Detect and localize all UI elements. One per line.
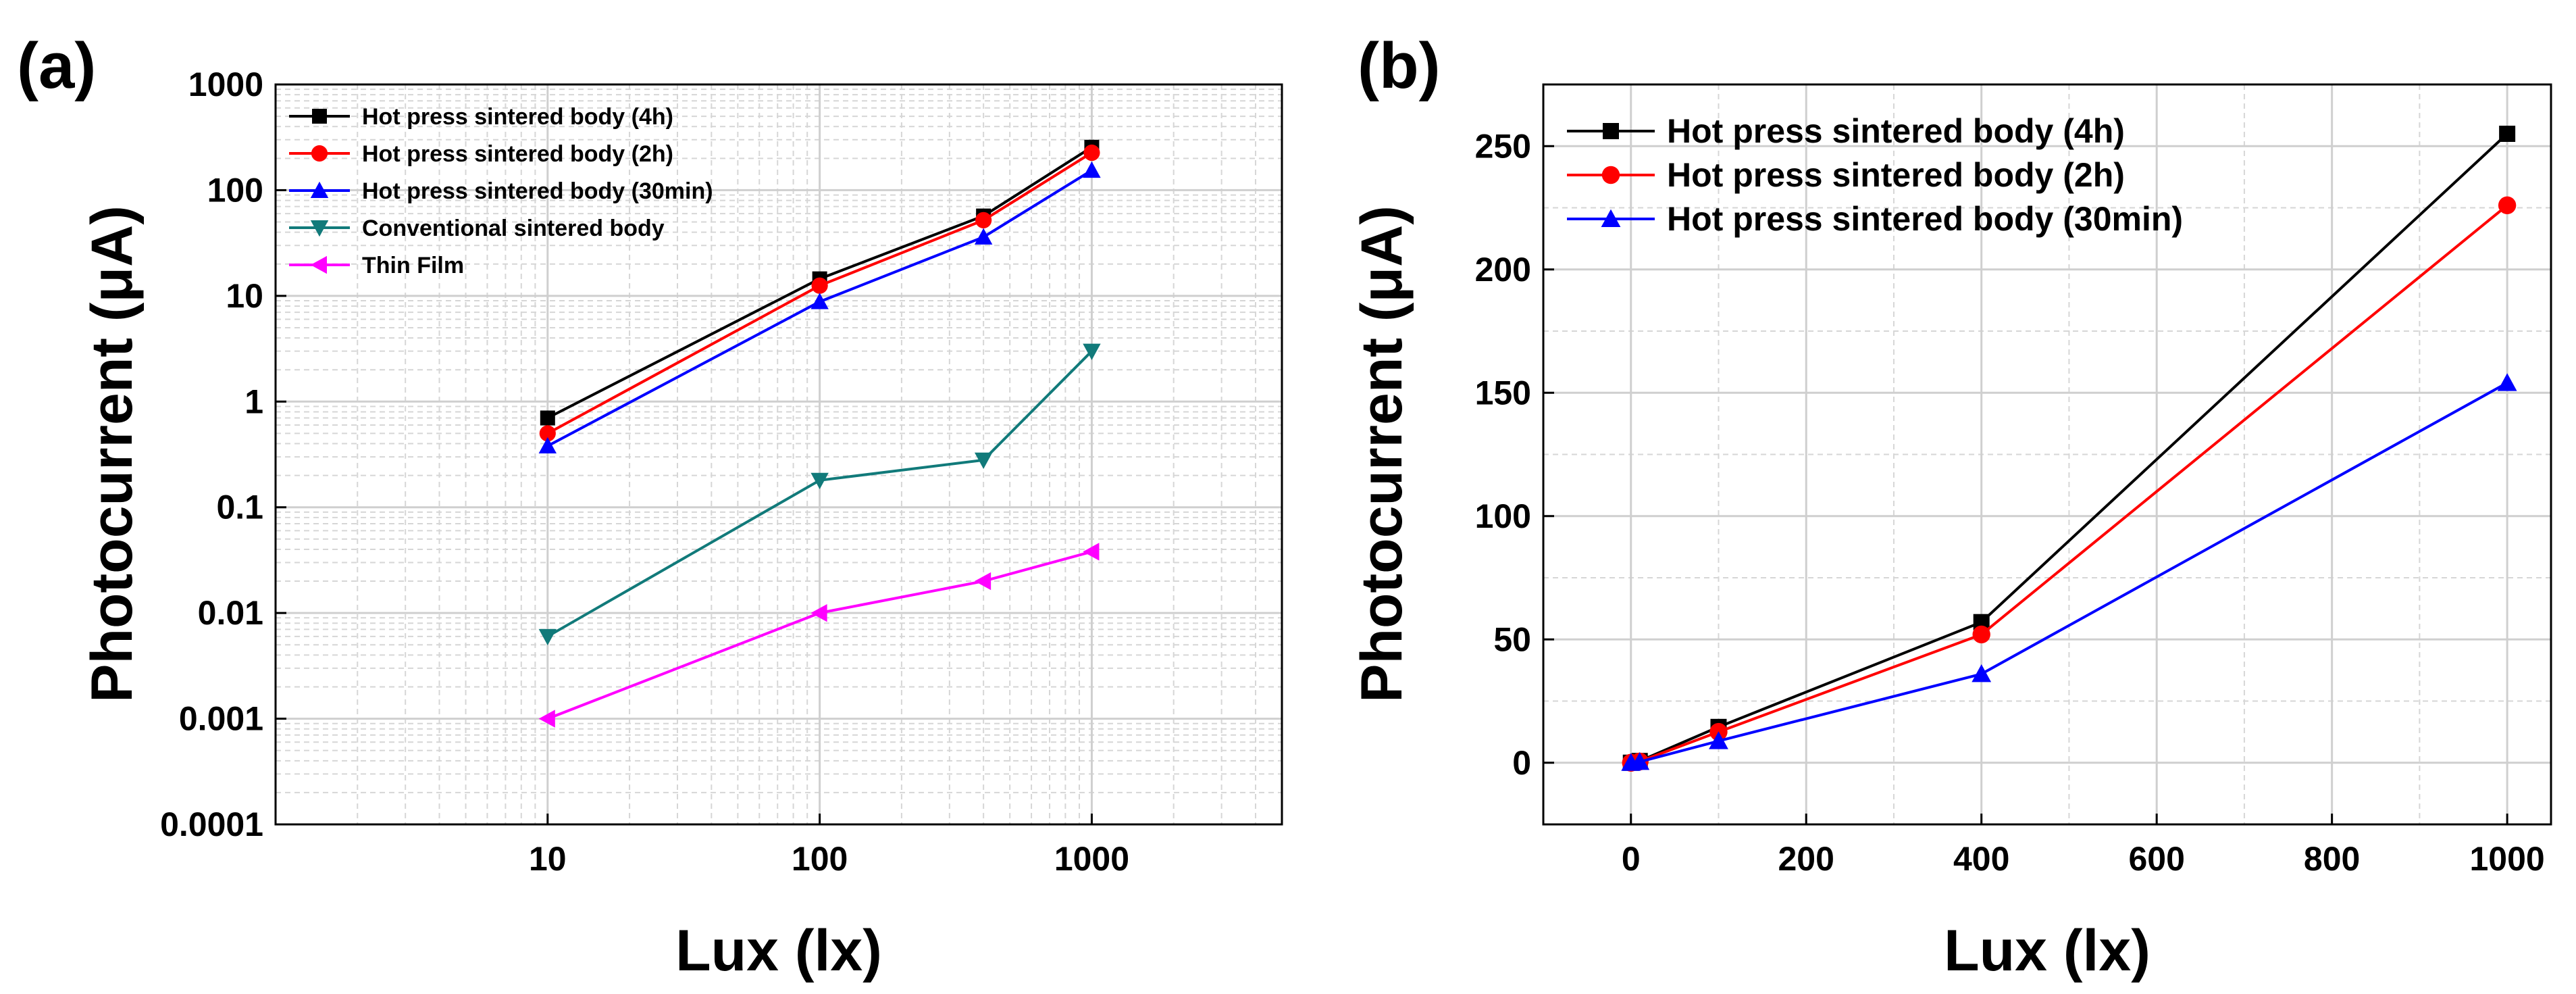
data-point — [810, 472, 829, 489]
panel-b-ticks: 0 50 100 150 200 250 0 200 400 600 800 1000 — [1475, 127, 2545, 878]
data-point — [2499, 126, 2516, 142]
panel-a-legend: Hot press sintered body (4h) Hot press si… — [289, 104, 713, 278]
data-point — [538, 628, 557, 646]
panel-b-y-axis-title: Photocurrent (μA) — [1349, 205, 1414, 703]
y-tick-label: 0 — [1512, 744, 1531, 782]
data-point — [1630, 751, 1650, 770]
data-point — [974, 572, 991, 591]
y-tick-label: 200 — [1475, 251, 1531, 289]
y-tick-label: 50 — [1493, 620, 1531, 658]
data-point — [974, 228, 993, 245]
data-point — [811, 277, 828, 294]
x-tick-label: 1000 — [2470, 840, 2545, 878]
legend-label: Hot press sintered body (4h) — [362, 104, 673, 130]
legend-entry: Hot press sintered body (30min) — [1567, 200, 2183, 238]
x-tick-label: 1000 — [1054, 840, 1129, 878]
x-tick-label: 400 — [1953, 840, 2009, 878]
y-tick-label: 100 — [207, 171, 263, 209]
x-tick-label: 100 — [792, 840, 848, 878]
legend-entry: Thin Film — [289, 253, 464, 278]
y-tick-label: 1 — [244, 382, 263, 420]
series-hot-press-sintered-body-30min — [1621, 373, 2517, 771]
panel-b-series — [1621, 126, 2517, 772]
data-point — [538, 710, 555, 728]
series-line — [546, 146, 1093, 420]
panel-a-plot-frame — [274, 83, 1283, 826]
series-hot-press-sintered-body-30min — [538, 161, 1101, 454]
legend-entry: Conventional sintered body — [289, 216, 665, 241]
data-point — [974, 452, 993, 469]
y-tick-label: 150 — [1475, 374, 1531, 412]
y-tick-label: 0.0001 — [160, 805, 263, 843]
legend-marker — [312, 109, 327, 124]
data-point — [975, 212, 992, 228]
y-tick-label: 0.1 — [216, 489, 263, 526]
x-tick-label: 200 — [1778, 840, 1834, 878]
series-hot-press-sintered-body-2h — [539, 144, 1100, 442]
panel-a-label: (a) — [17, 30, 96, 102]
y-tick-label: 0.01 — [198, 594, 263, 632]
legend-marker — [1601, 209, 1621, 227]
y-tick-label: 1000 — [188, 66, 263, 103]
panel-b-grid — [1543, 84, 2551, 824]
legend-label: Hot press sintered body (30min) — [1667, 200, 2183, 238]
legend-label: Hot press sintered body (2h) — [362, 141, 673, 167]
legend-label: Hot press sintered body (30min) — [362, 178, 713, 204]
legend-label: Conventional sintered body — [362, 216, 665, 241]
x-tick-label: 10 — [529, 840, 567, 878]
data-point — [1083, 144, 1100, 161]
legend-label: Thin Film — [362, 253, 464, 278]
data-point — [1083, 343, 1101, 360]
data-point — [1083, 543, 1100, 561]
data-point — [810, 293, 829, 309]
panel-b-plot-frame — [1542, 83, 2552, 826]
series-line — [546, 350, 1093, 638]
data-point — [540, 410, 555, 426]
data-point — [1083, 161, 1101, 178]
legend-label: Hot press sintered body (4h) — [1667, 112, 2125, 150]
legend-entry: Hot press sintered body (2h) — [1567, 156, 2125, 194]
series-conventional-sintered-body — [538, 343, 1101, 646]
legend-marker — [310, 181, 329, 198]
panel-a-log-chart: (a) 0.0001 0.001 0.01 0.1 1 10 100 1000 10 100 100… — [17, 30, 1283, 983]
y-tick-label: 10 — [226, 277, 263, 315]
series-thin-film — [538, 543, 1100, 728]
panel-b-linear-chart: (b) 0 50 100 150 200 250 0 200 400 600 800 1000 Hot… — [1349, 30, 2552, 983]
legend-marker — [1601, 166, 1620, 184]
x-tick-label: 600 — [2128, 840, 2184, 878]
legend-marker — [1603, 123, 1619, 139]
series-line — [546, 151, 1093, 435]
data-point — [2497, 373, 2517, 391]
panel-a-ticks: 0.0001 0.001 0.01 0.1 1 10 100 1000 10 100 1000 — [160, 66, 1129, 878]
data-point — [538, 437, 557, 454]
data-point — [1972, 625, 1990, 644]
legend-marker — [311, 145, 328, 162]
y-tick-label: 100 — [1475, 497, 1531, 535]
series-line — [547, 550, 1092, 720]
legend-marker — [310, 220, 329, 237]
legend-entry: Hot press sintered body (2h) — [289, 141, 673, 167]
panel-b-label: (b) — [1358, 30, 1441, 102]
series-line — [546, 169, 1093, 447]
panel-a-x-axis-title: Lux (lx) — [675, 918, 882, 983]
data-point — [810, 603, 827, 622]
legend-marker — [310, 255, 327, 274]
data-point — [539, 425, 556, 442]
legend-entry: Hot press sintered body (4h) — [1567, 112, 2125, 150]
panel-b-legend: Hot press sintered body (4h) Hot press si… — [1567, 112, 2183, 238]
y-tick-label: 250 — [1475, 127, 1531, 165]
panel-a-series — [538, 139, 1101, 728]
legend-label: Hot press sintered body (2h) — [1667, 156, 2125, 194]
panel-a-y-axis-title: Photocurrent (μA) — [80, 205, 145, 703]
panel-b-x-axis-title: Lux (lx) — [1944, 918, 2150, 983]
data-point — [1709, 731, 1728, 749]
x-tick-label: 800 — [2304, 840, 2360, 878]
legend-entry: Hot press sintered body (30min) — [289, 178, 713, 204]
y-tick-label: 0.001 — [179, 700, 263, 738]
x-tick-label: 0 — [1622, 840, 1641, 878]
data-point — [1972, 664, 1992, 682]
legend-entry: Hot press sintered body (4h) — [289, 104, 673, 130]
data-point — [2498, 196, 2517, 215]
